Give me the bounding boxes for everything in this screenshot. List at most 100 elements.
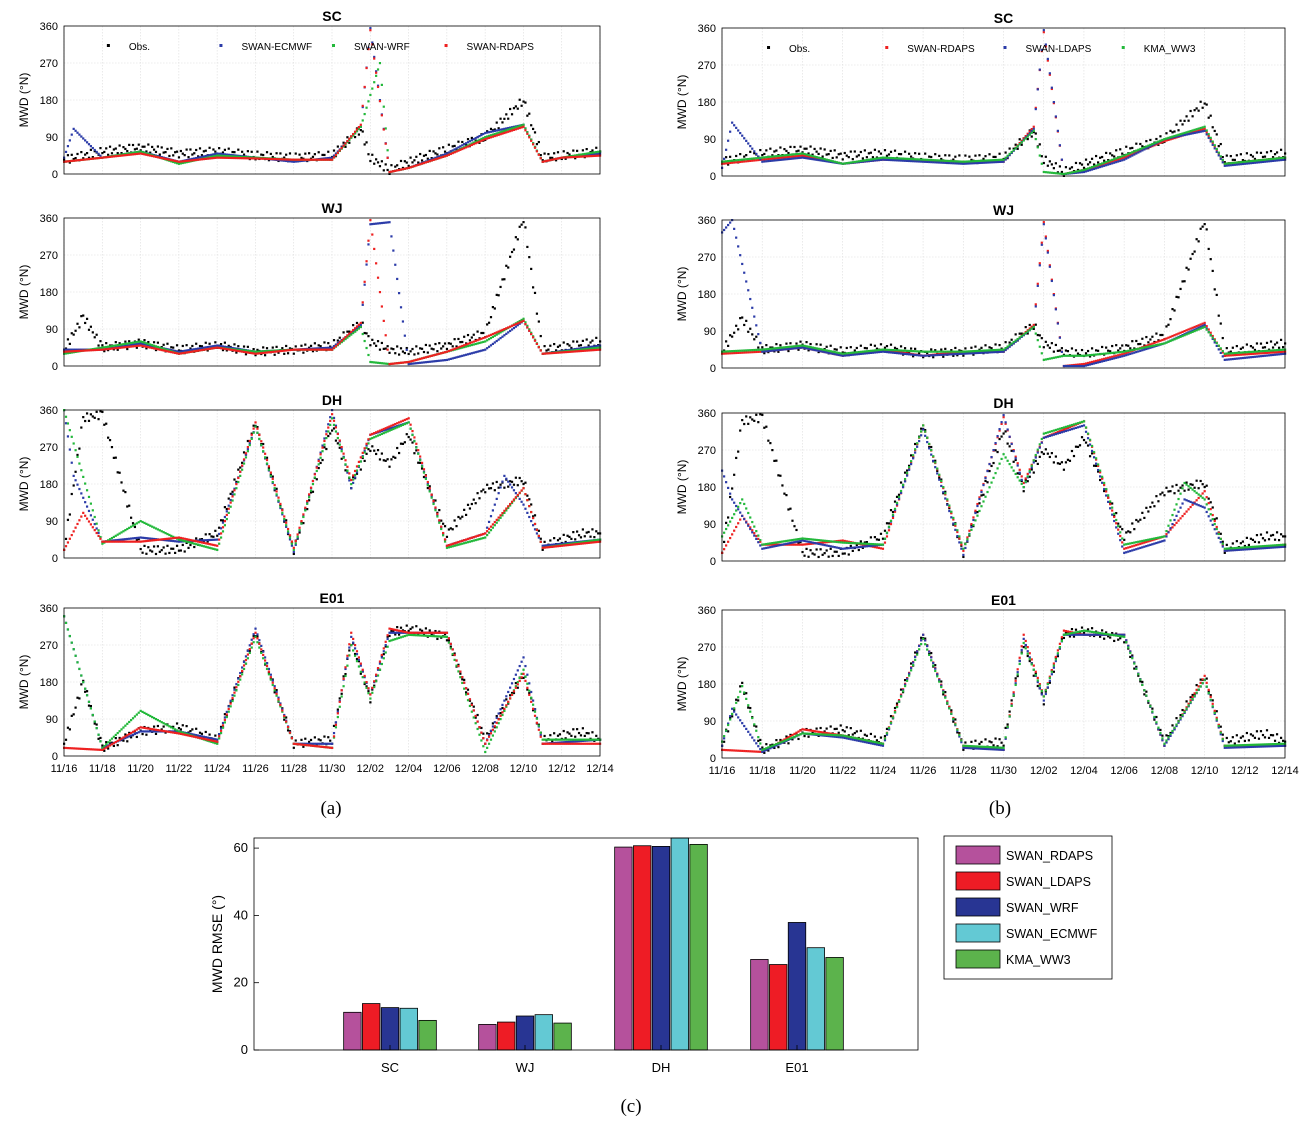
data-point — [459, 676, 462, 679]
data-point — [241, 464, 244, 467]
data-point — [363, 459, 366, 463]
data-point — [459, 540, 462, 543]
data-point — [346, 136, 349, 139]
data-point — [466, 144, 470, 147]
data-point — [319, 745, 322, 748]
data-point — [516, 681, 519, 684]
data-point — [809, 145, 812, 148]
data-point — [309, 491, 313, 494]
data-point — [66, 352, 70, 355]
data-point — [66, 145, 70, 148]
data-point — [476, 727, 479, 731]
data-point — [218, 538, 221, 541]
data-point — [787, 151, 790, 155]
data-point — [524, 481, 527, 484]
data-point — [285, 521, 288, 524]
data-point — [478, 537, 481, 541]
data-point — [413, 634, 416, 637]
data-point — [369, 223, 372, 226]
data-point — [260, 651, 263, 655]
data-point — [200, 346, 204, 350]
data-point — [269, 474, 272, 477]
data-point — [147, 546, 150, 549]
data-point — [568, 156, 571, 159]
data-point — [321, 347, 324, 350]
data-point — [428, 629, 431, 632]
data-point — [175, 536, 179, 539]
data-point — [85, 317, 89, 320]
data-point — [225, 153, 228, 156]
data-point — [262, 650, 265, 653]
data-point — [457, 337, 460, 341]
data-point — [260, 443, 263, 447]
data-point — [487, 338, 491, 341]
data-point — [147, 539, 150, 542]
data-point — [579, 542, 583, 545]
data-point — [537, 724, 540, 727]
data-point — [576, 543, 579, 546]
data-point — [532, 516, 535, 520]
data-point — [465, 538, 468, 541]
data-point — [497, 492, 500, 495]
data-point — [227, 511, 230, 514]
data-point — [367, 690, 370, 693]
data-point — [130, 731, 133, 735]
data-point — [241, 673, 244, 676]
data-point — [457, 347, 460, 350]
data-point — [591, 738, 594, 741]
data-point — [80, 492, 83, 495]
data-point — [126, 537, 129, 541]
data-point — [189, 158, 192, 161]
data-point — [468, 341, 472, 345]
data-point — [478, 141, 481, 144]
data-point — [859, 150, 862, 154]
data-point — [156, 724, 159, 728]
x-tick-label: 11/22 — [165, 763, 192, 775]
data-point — [522, 668, 525, 671]
data-point — [577, 155, 581, 158]
data-point — [399, 424, 403, 427]
data-point — [185, 159, 188, 163]
data-point — [415, 442, 418, 445]
data-point — [202, 541, 205, 544]
data-point — [581, 348, 584, 351]
data-point — [417, 161, 420, 164]
data-point — [139, 536, 142, 539]
data-point — [233, 686, 236, 689]
data-point — [145, 153, 148, 156]
data-point — [577, 350, 581, 353]
data-point — [175, 344, 179, 347]
data-point — [319, 347, 322, 350]
data-point — [112, 539, 115, 542]
data-point — [212, 535, 215, 538]
data-point — [747, 159, 750, 163]
data-point — [112, 155, 115, 158]
data-point — [304, 743, 307, 747]
data-point — [581, 542, 584, 545]
data-point — [197, 349, 200, 352]
data-point — [95, 333, 98, 336]
data-point — [453, 652, 456, 655]
data-point — [597, 538, 600, 541]
data-point — [436, 157, 439, 160]
data-point — [813, 147, 816, 151]
data-point — [288, 348, 292, 352]
data-point — [246, 351, 249, 354]
data-point — [64, 352, 68, 355]
data-point — [139, 150, 142, 153]
data-point — [424, 343, 427, 347]
data-point — [405, 624, 408, 627]
data-point — [130, 341, 133, 345]
data-point — [265, 462, 269, 465]
data-point — [837, 153, 840, 156]
data-point — [151, 344, 154, 347]
data-point — [189, 159, 192, 162]
data-point — [229, 699, 232, 702]
data-point — [68, 448, 71, 451]
data-point — [566, 151, 569, 155]
data-point — [585, 731, 588, 735]
data-point — [514, 685, 517, 688]
data-point — [566, 156, 569, 159]
data-point — [80, 158, 83, 162]
data-point — [543, 734, 546, 738]
